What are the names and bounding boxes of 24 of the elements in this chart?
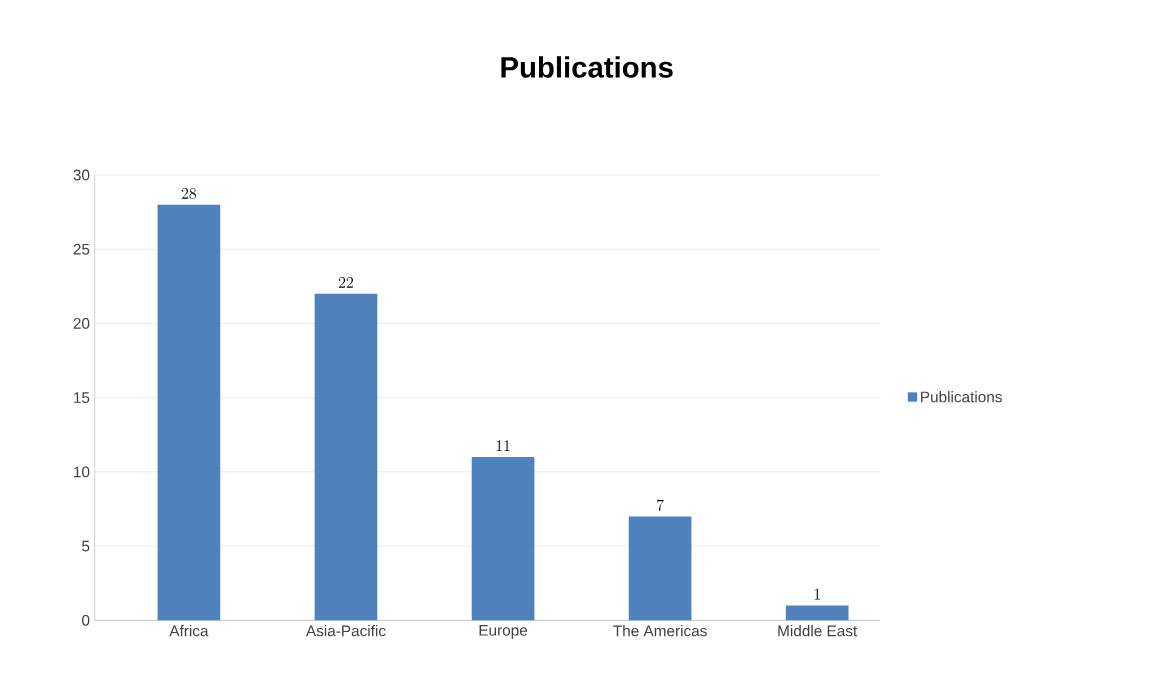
x-tick-label: The Americas (613, 625, 707, 637)
x-tick-label: Africa (169, 625, 209, 637)
x-tick-label: Asia-Pacific (305, 625, 386, 637)
bar (157, 204, 221, 621)
data-label: 28 (181, 188, 197, 199)
data-label: 22 (338, 277, 354, 288)
y-tick-label: 15 (74, 392, 90, 404)
x-tick-label: Middle East (778, 625, 858, 637)
y-tick-label: 0 (82, 614, 90, 626)
y-tick-label: 5 (82, 540, 90, 552)
legend-label: Publications (921, 391, 1002, 403)
bar (628, 516, 692, 621)
data-label: 1 (814, 588, 820, 600)
y-tick-label: 25 (73, 243, 90, 255)
bar (314, 293, 378, 621)
y-tick-label: 30 (73, 169, 90, 181)
bar (785, 605, 849, 621)
data-label: 7 (657, 499, 664, 511)
chart-title: Publications (501, 56, 673, 78)
data-label: 11 (496, 440, 510, 451)
x-tick-label: Europe (479, 625, 528, 639)
y-tick-label: 10 (74, 466, 90, 478)
bar (471, 457, 535, 621)
y-tick-label: 20 (73, 318, 90, 329)
